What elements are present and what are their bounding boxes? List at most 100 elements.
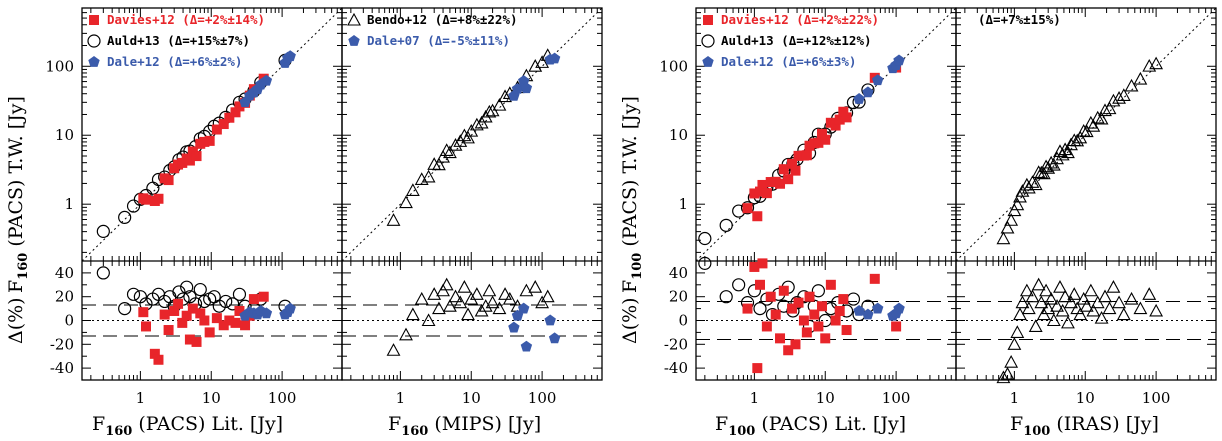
delta-point [159,309,170,320]
delta-point [153,354,164,365]
data-point [783,174,794,185]
data-point [498,89,512,103]
series-iras [996,56,1164,384]
delta-point [177,317,188,328]
delta-tick-label: -40 [50,359,74,377]
series-auld-13 [96,53,292,316]
delta-point [778,285,789,296]
delta-point [126,287,141,301]
delta-point [519,283,534,297]
x-tick-label: 10 [462,389,481,407]
delta-point [386,343,401,356]
legend-marker [701,34,715,48]
data-point [405,183,420,196]
delta-point [1019,283,1034,297]
delta-point [1133,301,1148,315]
data-point [1050,151,1064,165]
x-tick-label: 100 [528,389,557,407]
data-point [448,138,463,151]
delta-point [804,291,815,302]
data-point [1102,101,1117,115]
panel-3: 1 10 100 1 10 100 40 20 0 -20 -40 Davies+12 (Δ=+2%±… [659,7,957,407]
delta-point [461,307,475,321]
panel-frame [955,7,1217,381]
panel-4: 1 10 100 (Δ=+7%±15%) [955,7,1217,407]
data-point [234,101,245,112]
delta-point [1086,303,1101,317]
delta-point [753,302,767,316]
delta-point [469,287,484,300]
delta-point [893,302,905,314]
y-tick-label: 10 [55,126,74,144]
delta-point [548,332,561,344]
data-point [793,150,804,161]
legend-marker [702,56,714,67]
delta-tick-label: -20 [664,335,688,353]
y-label-delta-right: Δ(%) [619,297,641,344]
delta-point [140,321,151,332]
data-point [752,211,763,222]
data-point [96,224,110,238]
data-point [1098,103,1112,117]
delta-point [732,278,746,292]
delta-point [180,280,194,294]
x-tick-label: 1 [1010,389,1020,407]
data-point [436,149,450,163]
x-tick-label: 10 [816,389,835,407]
data-point [218,119,229,130]
y-axis-label-delta-left: Δ(%) [5,297,27,344]
data-point [520,82,533,94]
delta-point [1067,287,1082,300]
delta-point [862,308,874,320]
delta-point [1142,287,1157,300]
delta-point [474,303,489,317]
delta-point [1055,303,1070,317]
delta-point [787,303,798,314]
data-point [1034,165,1049,179]
y-label-f160-rest: (PACS) T.W. [Jy] [5,96,27,247]
delta-tick-label: 0 [678,312,688,330]
delta-point [498,287,512,300]
delta-point [191,336,202,347]
delta-point [485,295,500,309]
data-point [749,188,760,199]
delta-point [482,283,497,297]
data-point [153,193,164,204]
data-point [140,194,151,205]
series-davies-12 [742,62,902,374]
data-point [841,112,852,123]
delta-point [138,307,149,318]
data-point [817,128,828,139]
delta-point [1116,307,1131,321]
data-point [1010,197,1025,211]
data-point [184,155,195,166]
delta-point [149,348,160,359]
data-point [457,128,472,142]
data-point [778,164,789,175]
data-point [126,199,141,213]
delta-point [399,327,413,341]
svg-text:F100(PACS) T.W. [Jy]: F100 (PACS) T.W. [Jy] [619,96,645,293]
data-point [528,59,543,72]
data-point [853,93,865,104]
delta-point [1046,313,1061,327]
delta-point [439,277,454,291]
y-axis-label-f100: F100 (PACS) T.W. [Jy] [619,96,645,293]
delta-tick-label: 0 [64,312,74,330]
data-point [118,210,132,224]
data-point [1061,145,1075,159]
delta-point [1112,295,1126,309]
legend-marker [89,15,99,25]
delta-point [218,320,229,331]
data-point [1116,88,1131,101]
data-point [1044,155,1059,169]
legend-entry: Auld+13 (Δ=+12%±12%) [721,33,872,48]
x-tick-label: 1 [396,389,406,407]
legend-entry: Auld+13 (Δ=+15%±7%) [107,33,250,48]
y-tick-label: 1 [64,195,74,213]
data-point [801,150,812,161]
data-point [260,74,273,86]
delta-point [544,314,556,326]
delta-point [478,299,493,312]
data-point [1070,133,1085,147]
